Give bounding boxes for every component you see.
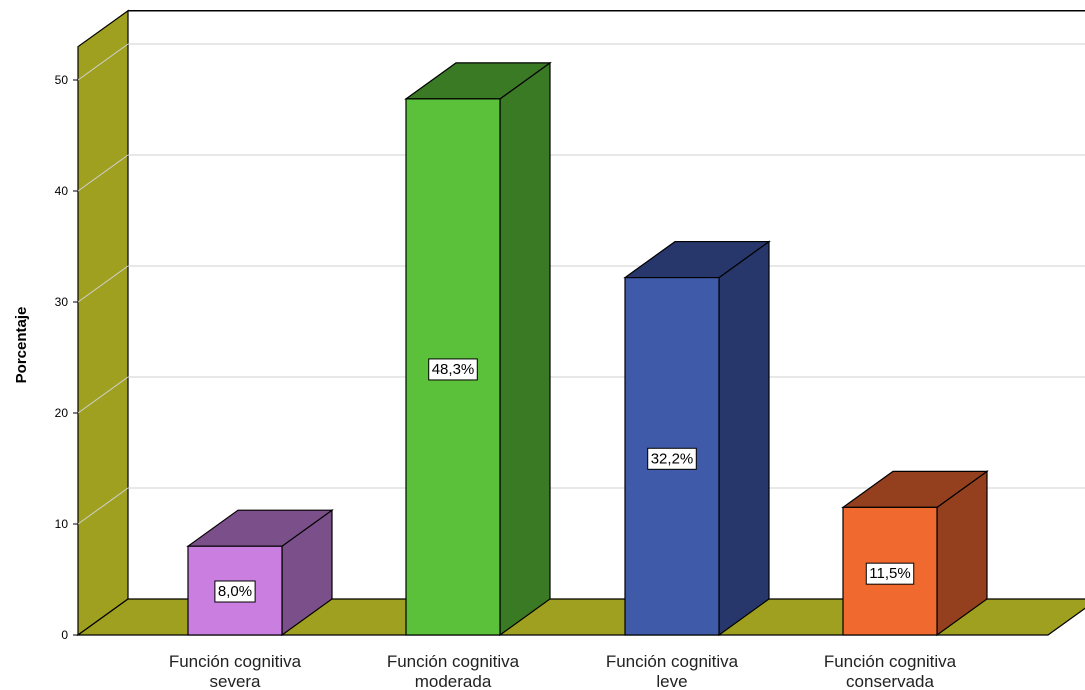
data-label: 11,5%	[865, 562, 915, 585]
x-tick-label: Función cognitiva	[824, 652, 957, 671]
gridline-side	[77, 43, 129, 81]
y-tick-label: 40	[55, 184, 69, 198]
data-label: 32,2%	[647, 447, 697, 470]
bars: 8,0% 48,3% 32,2% 11,5%	[186, 61, 989, 637]
x-tick-label: moderada	[415, 672, 492, 690]
data-label: 8,0%	[214, 580, 256, 603]
bar-side	[499, 61, 551, 637]
x-tick-label: leve	[656, 672, 687, 690]
floor	[76, 598, 1085, 636]
data-label-text: 11,5%	[869, 565, 910, 582]
bar: 8,0%	[186, 509, 334, 637]
y-tick-label: 20	[55, 406, 69, 420]
gridline-side	[77, 154, 129, 192]
bar: 11,5%	[841, 470, 989, 637]
data-label-box	[428, 358, 478, 381]
y-axis: 0 10 20 30 40 50	[55, 73, 78, 642]
x-tick-label: Función cognitiva	[387, 652, 520, 671]
bar: 32,2%	[623, 240, 771, 637]
data-label-box	[865, 562, 915, 585]
y-axis-label: Porcentaje	[13, 307, 30, 384]
data-label-box	[214, 580, 256, 603]
gridline-side	[77, 376, 129, 414]
bar: 48,3%	[404, 61, 552, 637]
gridline-side	[77, 265, 129, 303]
side-wall	[77, 9, 129, 637]
y-tick-label: 0	[61, 628, 68, 642]
data-label: 48,3%	[428, 358, 478, 381]
gridlines	[77, 43, 1085, 525]
x-tick-label: Función cognitiva	[606, 652, 739, 671]
chart-walls	[76, 9, 1085, 637]
y-tick-label: 30	[55, 295, 69, 309]
bar-side	[718, 240, 770, 637]
y-tick-label: 50	[55, 73, 69, 87]
data-label-text: 32,2%	[651, 450, 694, 467]
y-tick-label: 10	[55, 517, 69, 531]
gridline-side	[77, 487, 129, 525]
x-tick-label: conservada	[846, 672, 934, 690]
data-label-text: 8,0%	[218, 583, 252, 600]
data-label-box	[647, 447, 697, 470]
x-tick-label: Función cognitiva	[169, 652, 302, 671]
x-tick-label: severa	[209, 672, 261, 690]
data-label-text: 48,3%	[432, 361, 475, 378]
